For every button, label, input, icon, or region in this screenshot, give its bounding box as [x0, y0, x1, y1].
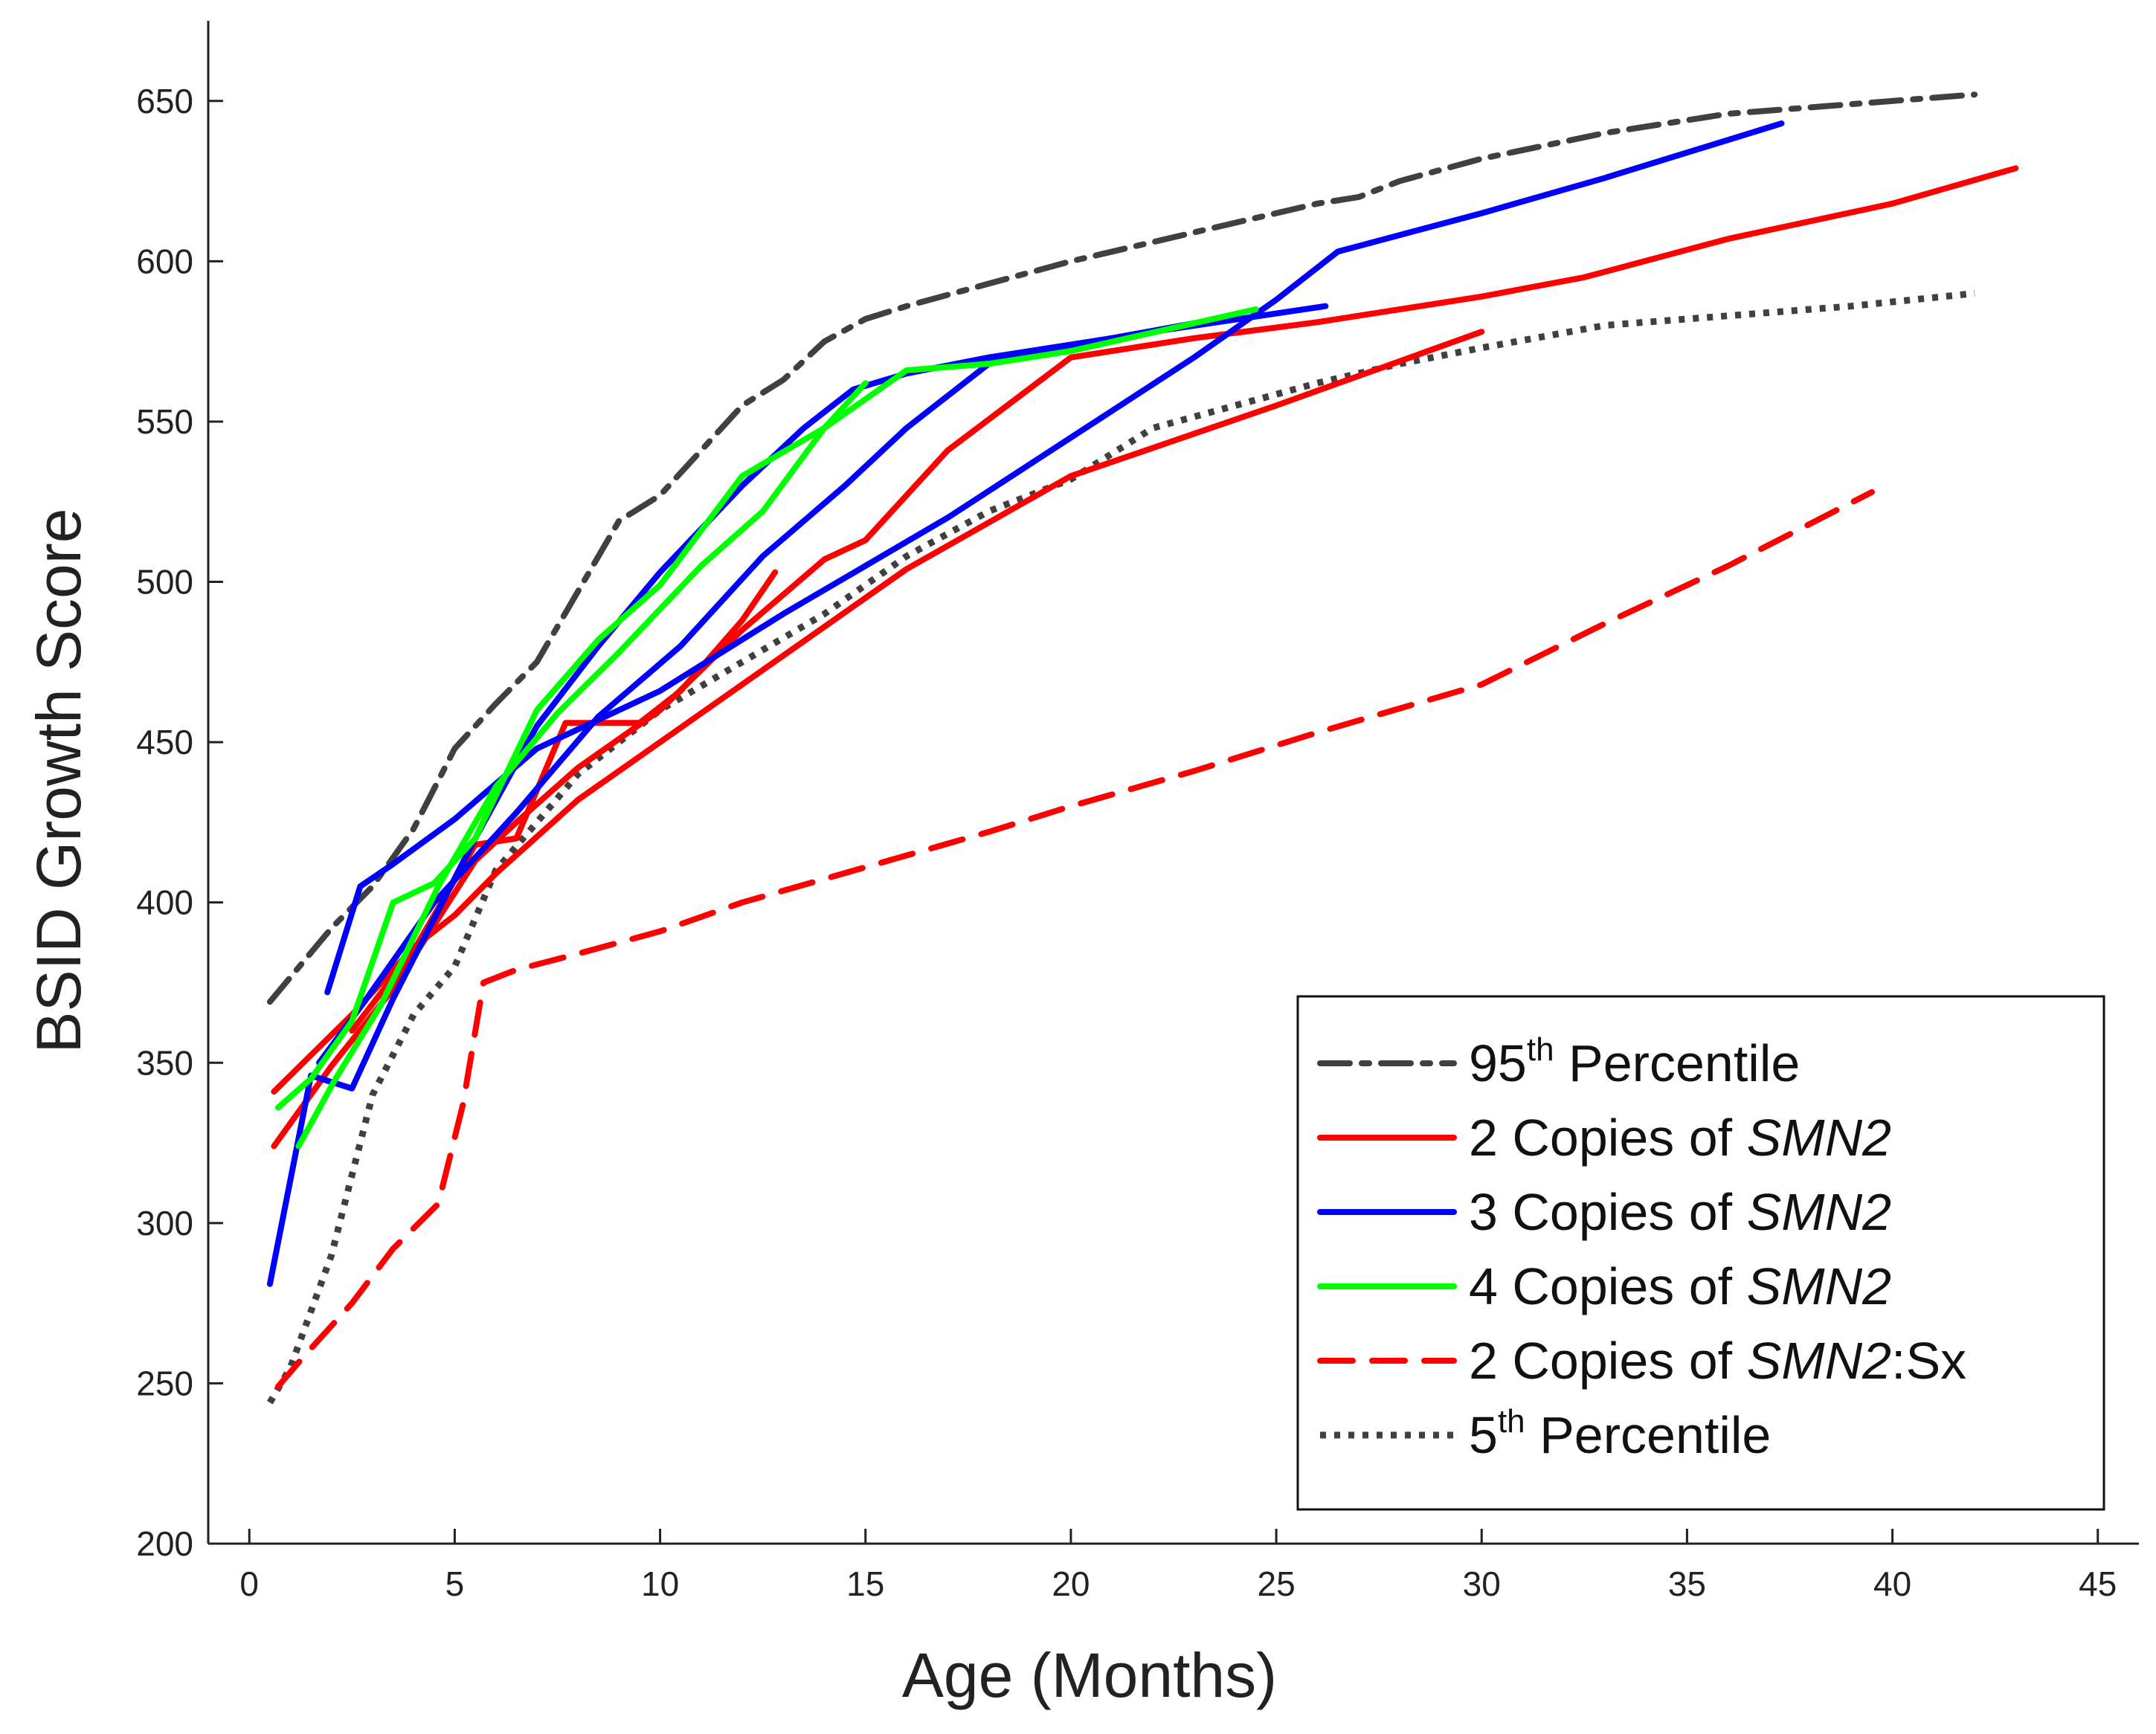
x-axis-title: Age (Months) [902, 1640, 1277, 1710]
legend: 95th Percentile 2 Copies of SMN2 3 Copies … [1296, 995, 2105, 1511]
legend-label: 5th Percentile [1469, 1403, 1771, 1464]
series-line-c4-9 [274, 306, 1259, 1111]
y-tick-label: 250 [136, 1364, 193, 1402]
series-line-p95-0 [266, 91, 1978, 1005]
series-layer [266, 91, 2019, 1405]
x-tick-label: 15 [846, 1564, 884, 1603]
legend-label: 95th Percentile [1469, 1031, 1800, 1092]
y-tick-label: 350 [136, 1043, 193, 1082]
legend-label: 2 Copies of SMN2 [1469, 1109, 1891, 1167]
legend-label: 2 Copies of SMN2:Sx [1469, 1332, 1966, 1390]
series-line-c2-4 [271, 329, 1485, 1095]
legend-items: 95th Percentile 2 Copies of SMN2 3 Copies … [1317, 1031, 1966, 1464]
series-line-c2-5 [349, 569, 779, 1034]
legend-entry-p5: 5th Percentile [1320, 1403, 1771, 1464]
legend-entry-c3: 3 Copies of SMN2 [1317, 1183, 1891, 1241]
y-tick-label: 200 [136, 1524, 193, 1563]
y-tick-label: 400 [136, 883, 193, 922]
x-tick-label: 40 [1873, 1564, 1911, 1603]
x-tick-label: 45 [2079, 1564, 2117, 1603]
x-tick-label: 25 [1257, 1564, 1295, 1603]
y-tick-label: 550 [136, 402, 193, 441]
x-tick-label: 20 [1052, 1564, 1090, 1603]
x-tick-label: 10 [641, 1564, 679, 1603]
series-line-c3-8 [316, 312, 1238, 1066]
y-axis-title: BSID Growth Score [24, 509, 94, 1054]
legend-entry-c2sx: 2 Copies of SMN2:Sx [1317, 1332, 1966, 1390]
x-tick-label: 5 [445, 1564, 465, 1603]
legend-label: 3 Copies of SMN2 [1469, 1183, 1891, 1241]
x-tick-label: 30 [1463, 1564, 1501, 1603]
legend-label: 4 Copies of SMN2 [1469, 1257, 1891, 1315]
series-line-p5-1 [267, 290, 1975, 1405]
legend-entry-c4: 4 Copies of SMN2 [1317, 1257, 1891, 1315]
series-line-c4-10 [295, 380, 869, 1150]
series-line-c2sx-2 [274, 489, 1875, 1390]
legend-entry-c2: 2 Copies of SMN2 [1317, 1109, 1891, 1167]
y-tick-label: 600 [136, 242, 193, 280]
x-tick-label: 35 [1668, 1564, 1706, 1603]
legend-entry-p95: 95th Percentile [1317, 1031, 1800, 1092]
y-tick-label: 500 [136, 563, 193, 602]
y-tick-label: 450 [136, 723, 193, 761]
axes-layer: 0 5 10 15 20 25 30 35 40 45 200 250 300 350 400 450 500 5… [136, 21, 2139, 1603]
y-tick-label: 650 [136, 82, 193, 120]
series-line-c2-3 [271, 165, 2019, 1150]
series-line-c3-7 [324, 120, 1785, 996]
y-tick-label: 300 [136, 1204, 193, 1243]
legend-box [1296, 995, 2105, 1511]
x-tick-label: 0 [239, 1564, 259, 1603]
